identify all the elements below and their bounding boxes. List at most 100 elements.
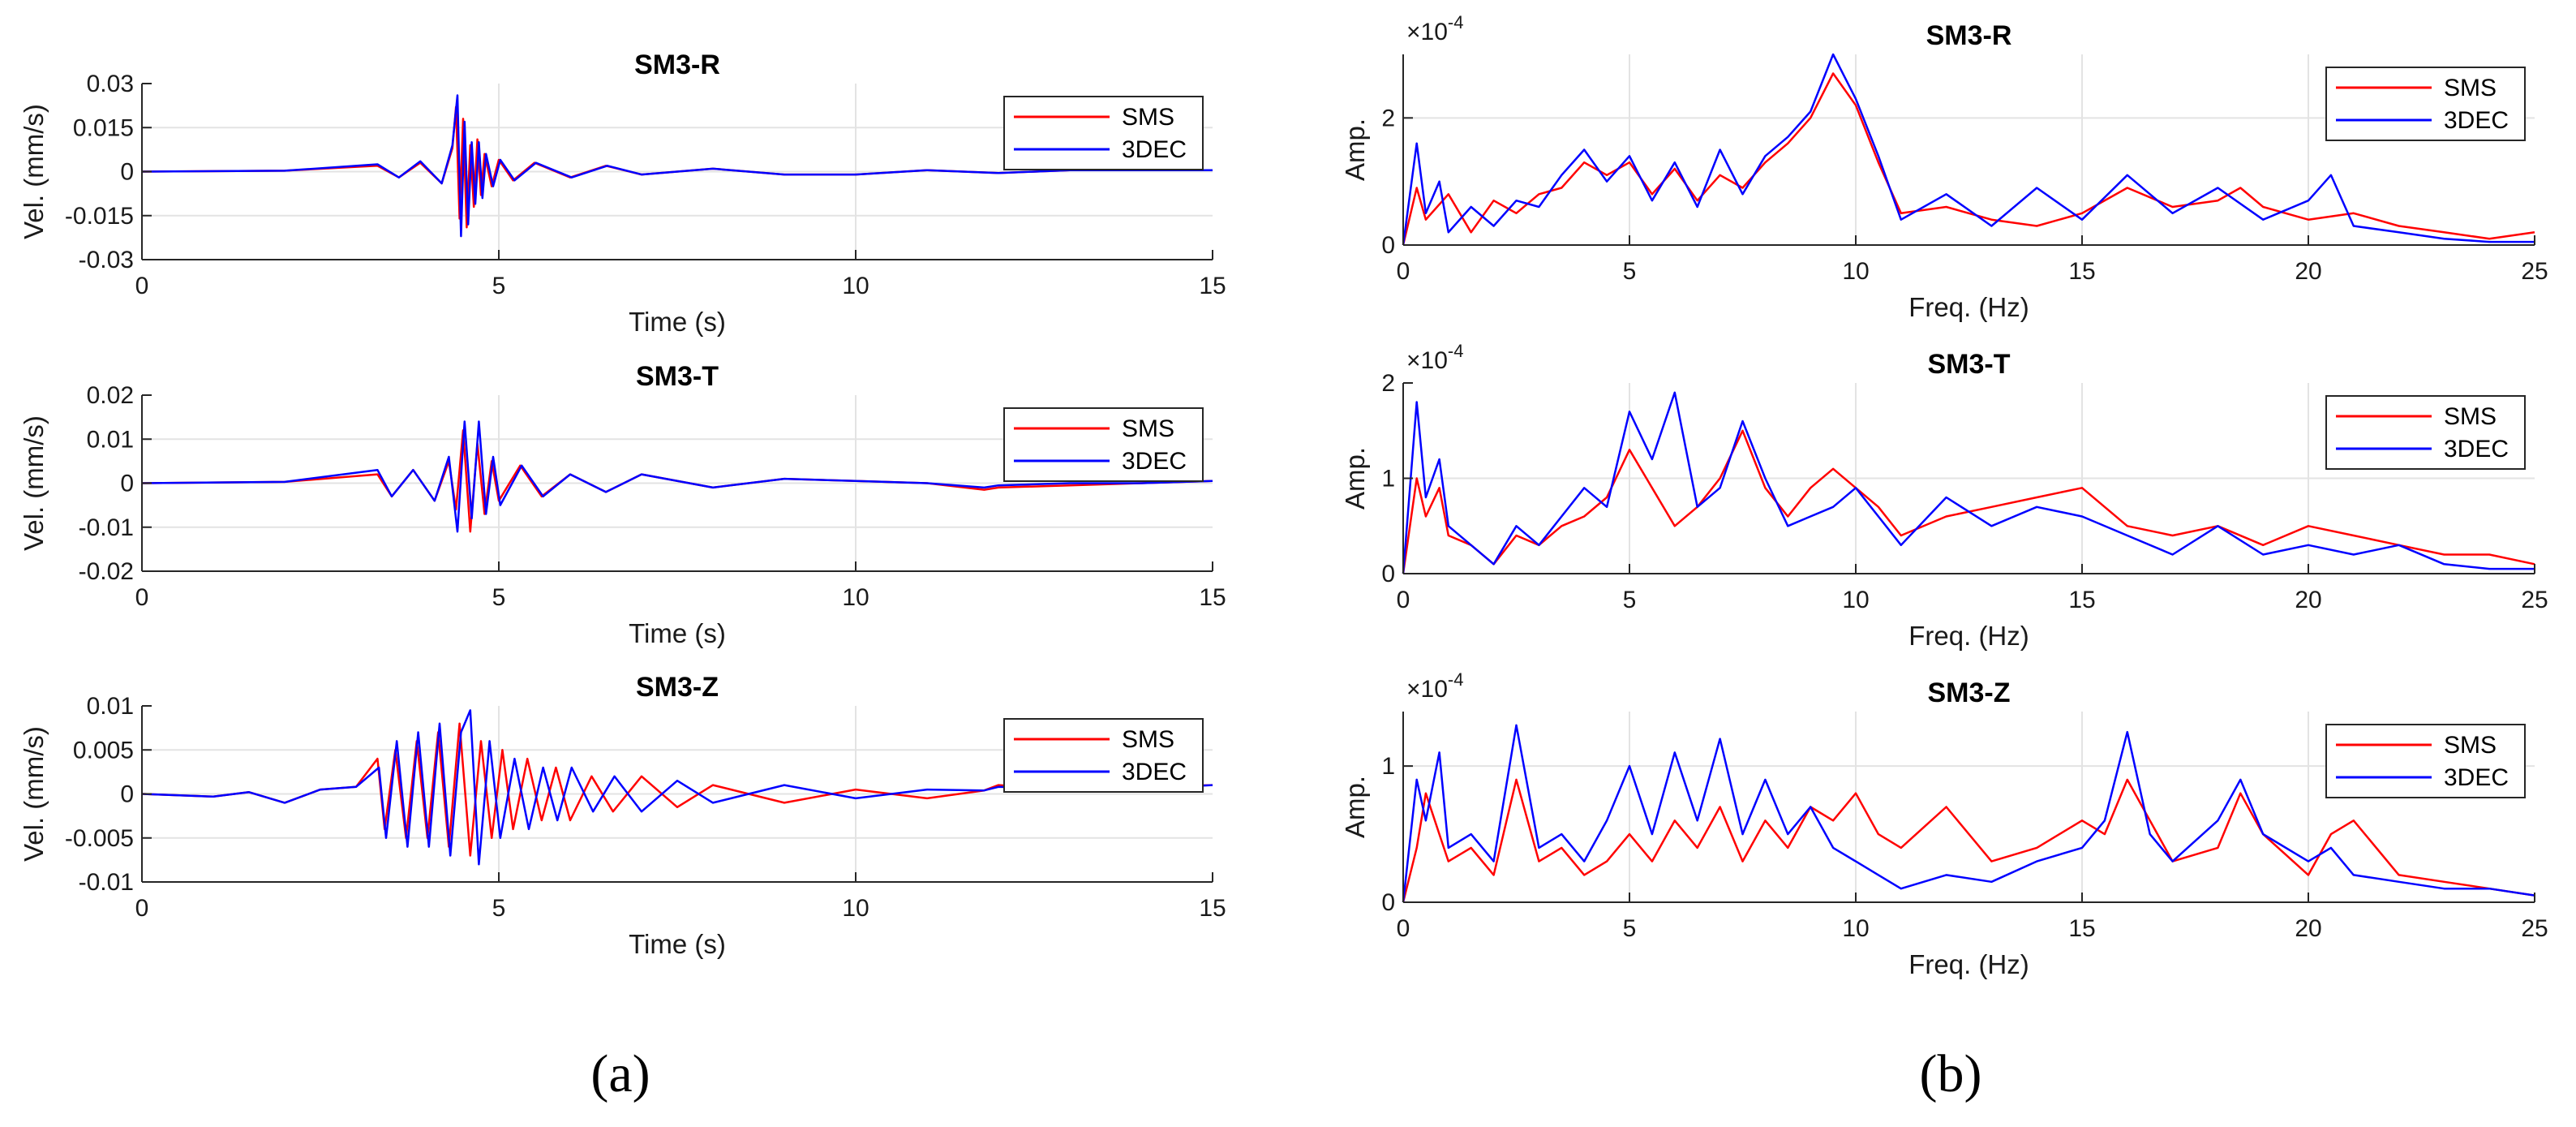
x-axis-label: Time (s) — [629, 618, 726, 648]
y-tick-label: 0.01 — [87, 693, 134, 720]
legend-label: 3DEC — [1122, 136, 1187, 163]
x-tick-label: 5 — [1623, 258, 1637, 285]
y-tick-label: 0 — [120, 781, 134, 808]
x-tick-label: 5 — [492, 895, 506, 922]
series-line-3dec — [1402, 724, 2535, 903]
panel-label-b: (b) — [1920, 1044, 1982, 1103]
y-axis-label: Vel. (mm/s) — [19, 104, 49, 239]
y-tick-label: 2 — [1381, 105, 1395, 131]
x-tick-label: 20 — [2295, 915, 2321, 942]
chart-title: SM3-Z — [636, 672, 719, 703]
chart-fs-z: 0 5 10 15 20 25 0 1 SM3-Z Freq. (Hz) Amp. ×10-4 SMS 3… — [1340, 669, 2548, 979]
x-tick-label: 0 — [1397, 915, 1410, 942]
panel-label-a: (a) — [590, 1044, 650, 1103]
series-line-sms — [141, 722, 1213, 857]
y-tick-label: 0.01 — [87, 426, 134, 453]
x-tick-label: 15 — [1199, 895, 1226, 922]
series-line-3dec — [141, 94, 1213, 238]
y-tick-label: 2 — [1381, 370, 1395, 397]
chart-fs-t: 0 5 10 15 20 25 0 1 2 SM3-T Freq. (Hz) Amp. ×10-4 SMS… — [1340, 341, 2548, 651]
legend-label: SMS — [1122, 415, 1174, 442]
legend-label: 3DEC — [2444, 436, 2509, 462]
legend-label: SMS — [2444, 403, 2497, 430]
legend-box — [2325, 724, 2526, 798]
x-axis-label: Freq. (Hz) — [1908, 949, 2029, 979]
y-tick-label: 0.03 — [87, 71, 134, 97]
legend-box — [1003, 96, 1204, 170]
chart-fs-r: 0 5 10 15 20 25 0 2 SM3-R Freq. (Hz) Amp. ×10-4 SMS 3… — [1340, 12, 2548, 322]
legend-label: SMS — [1122, 104, 1174, 131]
x-tick-label: 20 — [2295, 258, 2321, 285]
x-tick-label: 15 — [1199, 273, 1226, 299]
y-tick-label: -0.005 — [65, 825, 134, 852]
y-tick-label: 0.015 — [73, 114, 134, 141]
chart-title: SM3-R — [1926, 20, 2012, 51]
x-tick-label: 15 — [1199, 584, 1226, 611]
legend-box — [1003, 718, 1204, 793]
series-line-3dec — [141, 420, 1213, 533]
legend-label: SMS — [2444, 732, 2497, 759]
y-tick-label: -0.02 — [79, 558, 134, 585]
chart-ts-r: 0 5 10 15 -0.03 -0.015 0 0.015 0.03 SM3-R Time (s)… — [19, 49, 1226, 337]
chart-ts-t: 0 5 10 15 -0.02 -0.01 0 0.01 0.02 SM3-T Time (s) Ve… — [19, 361, 1226, 648]
y-tick-label: 0 — [1381, 561, 1395, 587]
axis-exponent: ×10-4 — [1406, 12, 1463, 45]
x-axis-label: Freq. (Hz) — [1908, 621, 2029, 651]
x-tick-label: 10 — [842, 584, 869, 611]
legend-label: 3DEC — [2444, 107, 2509, 134]
x-tick-label: 10 — [1842, 587, 1869, 613]
y-tick-label: 0 — [1381, 232, 1395, 259]
y-tick-label: 0.02 — [87, 382, 134, 409]
x-tick-label: 10 — [1842, 915, 1869, 942]
chart-title: SM3-T — [1928, 349, 2011, 380]
y-tick-label: -0.03 — [79, 247, 134, 273]
axis-exponent: ×10-4 — [1406, 341, 1463, 374]
legend-box — [2325, 395, 2526, 470]
x-tick-label: 5 — [1623, 587, 1637, 613]
x-tick-label: 25 — [2521, 915, 2548, 942]
x-axis-label: Time (s) — [629, 307, 726, 337]
legend-label: 3DEC — [2444, 764, 2509, 791]
x-tick-label: 5 — [492, 273, 506, 299]
series-line-3dec — [141, 709, 1213, 866]
legend-label: 3DEC — [1122, 448, 1187, 475]
y-tick-label: -0.01 — [79, 514, 134, 541]
x-tick-label: 15 — [2068, 915, 2095, 942]
chart-title: SM3-T — [636, 361, 719, 392]
x-tick-label: 10 — [842, 273, 869, 299]
legend-label: SMS — [2444, 75, 2497, 101]
x-tick-label: 0 — [1397, 258, 1410, 285]
x-tick-label: 25 — [2521, 587, 2548, 613]
x-tick-label: 10 — [842, 895, 869, 922]
y-axis-label: Amp. — [1340, 447, 1370, 510]
x-tick-label: 25 — [2521, 258, 2548, 285]
y-axis-label: Amp. — [1340, 118, 1370, 181]
y-tick-label: 1 — [1381, 466, 1395, 493]
y-axis-label: Vel. (mm/s) — [19, 726, 49, 862]
x-tick-label: 0 — [135, 895, 149, 922]
y-tick-label: 0.005 — [73, 737, 134, 764]
x-tick-label: 10 — [1842, 258, 1869, 285]
y-tick-label: -0.01 — [79, 869, 134, 896]
y-tick-label: 0 — [120, 471, 134, 497]
legend-box — [1003, 407, 1204, 482]
y-tick-label: -0.015 — [65, 203, 134, 230]
y-tick-label: 0 — [120, 159, 134, 186]
legend-label: 3DEC — [1122, 759, 1187, 785]
legend-label: SMS — [1122, 726, 1174, 753]
series-line-3dec — [1402, 53, 2535, 246]
chart-title: SM3-Z — [1928, 677, 2011, 708]
x-tick-label: 15 — [2068, 587, 2095, 613]
series-line-sms — [1402, 72, 2535, 246]
x-tick-label: 5 — [492, 584, 506, 611]
x-tick-label: 0 — [1397, 587, 1410, 613]
axis-exponent: ×10-4 — [1406, 669, 1463, 703]
x-tick-label: 0 — [135, 273, 149, 299]
x-axis-label: Time (s) — [629, 929, 726, 959]
series-line-sms — [1402, 429, 2535, 574]
legend-box — [2325, 67, 2526, 141]
y-axis-label: Vel. (mm/s) — [19, 415, 49, 551]
y-tick-label: 1 — [1381, 753, 1395, 780]
